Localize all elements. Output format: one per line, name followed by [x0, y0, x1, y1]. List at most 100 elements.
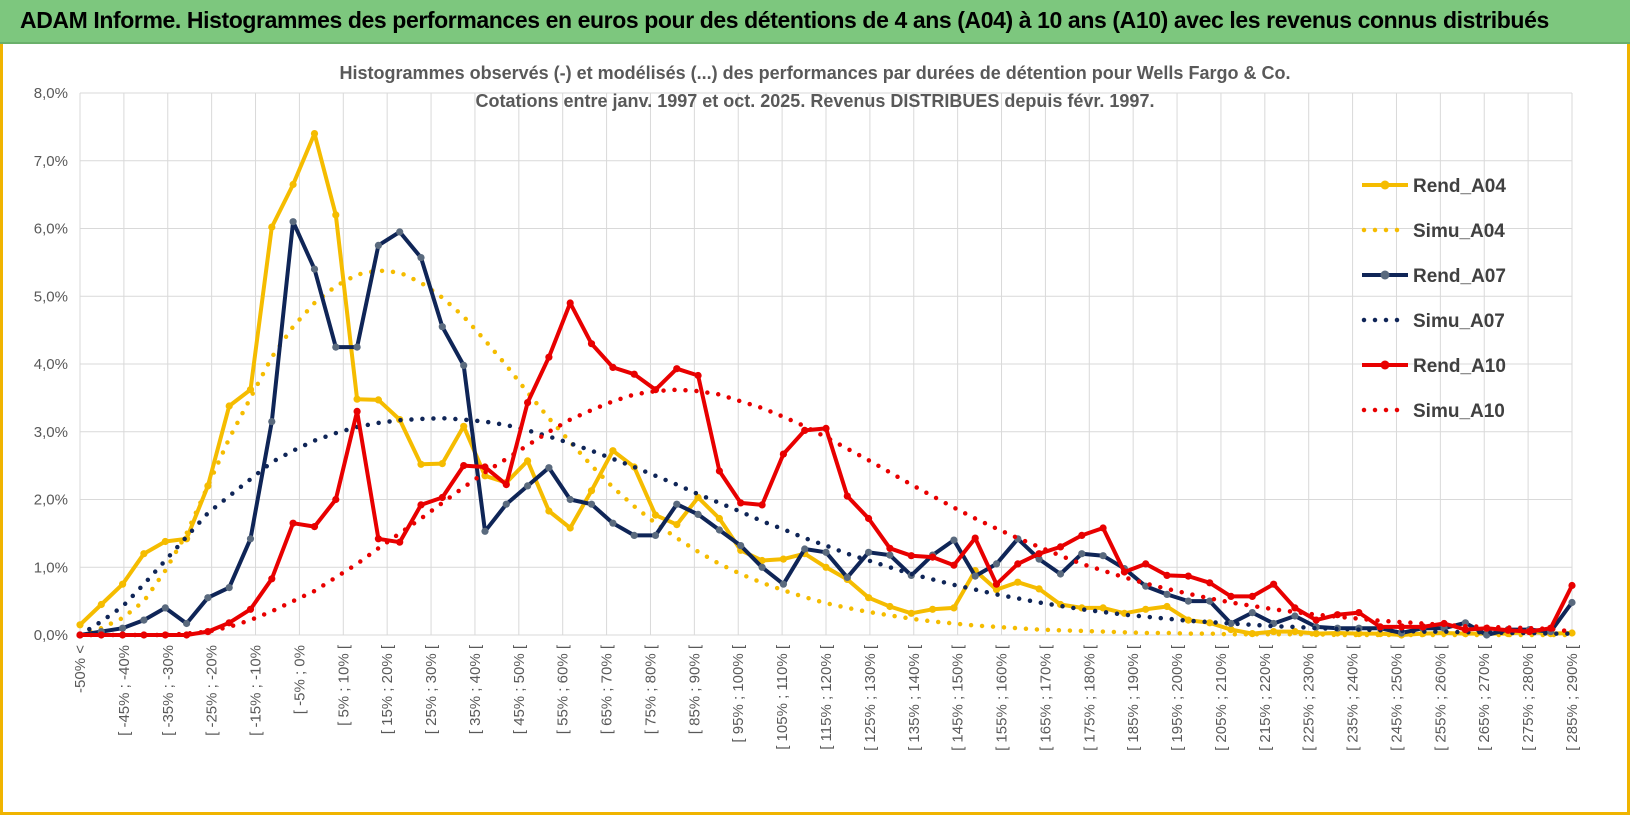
data-point-rend-a10: [1376, 623, 1384, 631]
y-tick-label: 8,0%: [34, 85, 68, 102]
data-point-rend-a07: [204, 594, 212, 602]
data-point-rend-a10: [1078, 531, 1086, 539]
x-tick-label: [ -35% ; -30%: [160, 645, 177, 736]
x-tick-label: [ 45% ; 50% [: [511, 644, 528, 734]
data-point-rend-a10: [1355, 609, 1363, 617]
data-point-rend-a04: [1206, 619, 1214, 627]
data-point-rend-a10: [630, 370, 638, 378]
data-point-rend-a07: [119, 624, 127, 632]
x-tick-label: [ 65% ; 70% [: [599, 644, 616, 734]
data-point-rend-a07: [524, 482, 532, 490]
x-tick-label: [ -45% ; -40%: [116, 645, 133, 736]
data-point-rend-a04: [332, 211, 340, 219]
x-tick-label: -50% <: [72, 645, 89, 693]
data-point-rend-a10: [204, 628, 212, 636]
data-point-rend-a07: [737, 542, 745, 550]
data-point-rend-a04: [1312, 630, 1320, 638]
data-point-rend-a10: [1184, 572, 1192, 580]
data-point-rend-a07: [1248, 609, 1256, 617]
data-point-rend-a10: [843, 492, 851, 500]
data-point-rend-a04: [97, 600, 105, 609]
performance-histogram-chart: 0,0% 1,0% 2,0% 3,0% 4,0% 5,0% 6,0% 7,0% 8,0% -50…: [34, 63, 1581, 751]
x-tick-label: [ -25% ; -20%: [204, 645, 221, 736]
data-point-rend-a10: [822, 424, 830, 432]
x-tick-label: [ 155% ; 160% [: [994, 644, 1011, 751]
gridlines: [79, 92, 1573, 636]
x-tick-label: [ 105% ; 110% [: [774, 644, 791, 750]
data-point-rend-a04: [673, 521, 681, 529]
x-tick-label: [ 175% ; 180% [: [1081, 644, 1098, 751]
series-line-simu-a07: [77, 415, 1575, 638]
data-point-rend-a07: [1291, 612, 1299, 620]
data-point-rend-a07: [630, 531, 638, 539]
data-point-rend-a07: [332, 343, 340, 351]
data-point-rend-a07: [1163, 590, 1171, 599]
x-axis-ticks: -50% < [ -45% ; -40% [ -35% ; -30% [ -25% ;…: [72, 644, 1581, 751]
data-point-rend-a10: [758, 501, 766, 509]
data-point-rend-a07: [971, 572, 979, 580]
data-point-rend-a10: [289, 519, 297, 527]
data-point-rend-a10: [737, 499, 745, 507]
data-point-rend-a07: [1461, 619, 1469, 627]
data-point-rend-a04: [289, 180, 297, 189]
y-tick-label: 7,0%: [34, 153, 68, 170]
x-tick-label: [ -5% ; 0%: [291, 645, 308, 714]
x-tick-label: [ 15% ; 20% [: [379, 644, 396, 734]
data-point-rend-a07: [183, 619, 191, 628]
x-tick-label: [ 225% ; 230% [: [1301, 644, 1318, 751]
data-point-rend-a04: [1227, 626, 1235, 634]
data-point-rend-a07: [545, 464, 553, 472]
x-tick-label: [ 5% ; 10% [: [335, 644, 352, 726]
series-line-simu-a10: [77, 387, 1575, 638]
data-point-rend-a10: [907, 552, 915, 560]
data-point-rend-a10: [1056, 543, 1065, 551]
x-tick-label: [ 275% ; 280% [: [1520, 644, 1537, 751]
data-point-rend-a07: [673, 500, 681, 508]
data-point-rend-a10: [310, 523, 319, 531]
data-point-rend-a07: [353, 343, 361, 351]
data-point-rend-a10: [545, 353, 553, 361]
x-tick-label: [ 25% ; 30% [: [423, 644, 440, 734]
data-point-rend-a07: [950, 536, 958, 544]
data-point-rend-a07: [374, 241, 382, 249]
x-tick-label: [ 135% ; 140% [: [906, 644, 923, 751]
data-point-rend-a10: [268, 575, 276, 583]
data-point-rend-a04: [119, 580, 127, 588]
data-point-rend-a10: [950, 561, 958, 569]
data-point-rend-a10: [374, 535, 382, 543]
data-point-rend-a04: [481, 472, 489, 480]
legend-label-rend-a04: Rend_A04: [1413, 176, 1506, 197]
data-point-rend-a04: [1099, 604, 1107, 612]
data-point-rend-a10: [1035, 550, 1043, 558]
data-point-rend-a10: [524, 399, 532, 407]
data-point-rend-a07: [822, 548, 830, 556]
data-point-rend-a04: [374, 396, 382, 404]
y-tick-label: 2,0%: [34, 492, 68, 509]
data-point-rend-a10: [332, 495, 340, 504]
data-point-rend-a04: [694, 493, 702, 502]
x-tick-label: [ 245% ; 250% [: [1388, 644, 1405, 751]
data-point-rend-a10: [779, 450, 788, 458]
data-point-rend-a04: [865, 594, 873, 602]
data-point-rend-a10: [865, 514, 873, 523]
x-tick-label: [ 95% ; 100% [: [730, 644, 747, 742]
data-point-rend-a10: [1163, 571, 1171, 580]
data-point-rend-a07: [396, 228, 404, 236]
chart-frame: [0, 44, 1630, 815]
x-tick-label: [ 185% ; 190% [: [1125, 644, 1142, 751]
data-point-rend-a04: [992, 586, 1001, 594]
data-point-rend-a10: [1206, 579, 1214, 587]
y-tick-label: 6,0%: [34, 221, 68, 238]
data-point-rend-a07: [502, 500, 510, 508]
data-point-rend-a07: [161, 604, 169, 612]
data-point-rend-a07: [587, 500, 596, 508]
data-point-rend-a07: [460, 361, 468, 369]
data-point-rend-a07: [417, 254, 425, 262]
x-tick-label: [ 145% ; 150% [: [950, 644, 967, 751]
x-tick-label: [ 285% ; 290% [: [1564, 644, 1581, 751]
legend-label-rend-a07: Rend_A07: [1413, 266, 1506, 287]
data-point-rend-a10: [1291, 604, 1299, 612]
data-point-rend-a07: [609, 519, 617, 527]
data-point-rend-a04: [225, 402, 233, 410]
chart-title: Histogrammes observés (-) et modélisés (…: [340, 63, 1291, 83]
